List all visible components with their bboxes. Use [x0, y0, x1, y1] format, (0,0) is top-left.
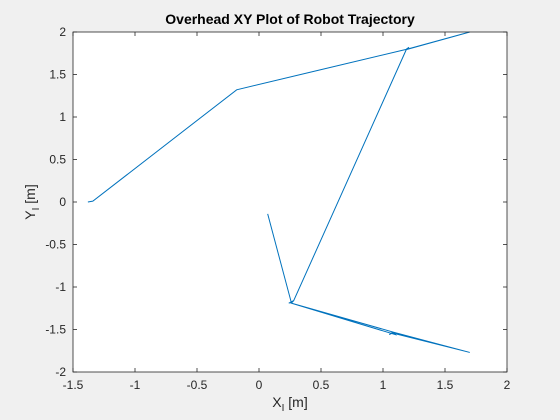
- y-tick-label: 0.5: [49, 153, 66, 167]
- x-tick-label: 2: [504, 378, 511, 392]
- trajectory-line: [87, 31, 470, 353]
- y-tick-label: 0: [59, 195, 66, 209]
- x-ticks: -1.5 -1 -0.5 0 0.5 1 1.5 2: [63, 32, 511, 392]
- x-tick-label: 1.5: [437, 378, 454, 392]
- y-tick-label: -1.5: [45, 323, 66, 337]
- y-tick-label: 1.5: [49, 68, 66, 82]
- x-tick-label: -1: [130, 378, 141, 392]
- series-layer: [87, 31, 470, 353]
- y-tick-label: -2: [55, 365, 66, 379]
- x-tick-label: 0: [256, 378, 263, 392]
- y-tick-label: 1: [59, 110, 66, 124]
- chart-title: Overhead XY Plot of Robot Trajectory: [165, 11, 415, 27]
- y-ticks: -2 -1.5 -1 -0.5 0 0.5 1 1.5 2: [45, 25, 507, 379]
- x-tick-label: 1: [380, 378, 387, 392]
- x-axis-label-unit: [m]: [288, 394, 307, 410]
- y-axis-label-unit: [m]: [22, 184, 38, 203]
- y-tick-label: 2: [59, 25, 66, 39]
- y-axis-label: YI [m]: [22, 184, 42, 219]
- x-axis-label-sub: I: [282, 403, 285, 414]
- x-tick-label: -1.5: [63, 378, 84, 392]
- x-tick-label: -0.5: [187, 378, 208, 392]
- y-axis-label-main: Y: [22, 210, 38, 220]
- x-tick-label: 0.5: [313, 378, 330, 392]
- x-axis-label: XI [m]: [272, 394, 307, 414]
- plot-area: [73, 32, 507, 372]
- x-axis-label-main: X: [272, 394, 282, 410]
- y-tick-label: -1: [55, 280, 66, 294]
- y-tick-label: -0.5: [45, 238, 66, 252]
- y-axis-label-sub: I: [31, 208, 42, 211]
